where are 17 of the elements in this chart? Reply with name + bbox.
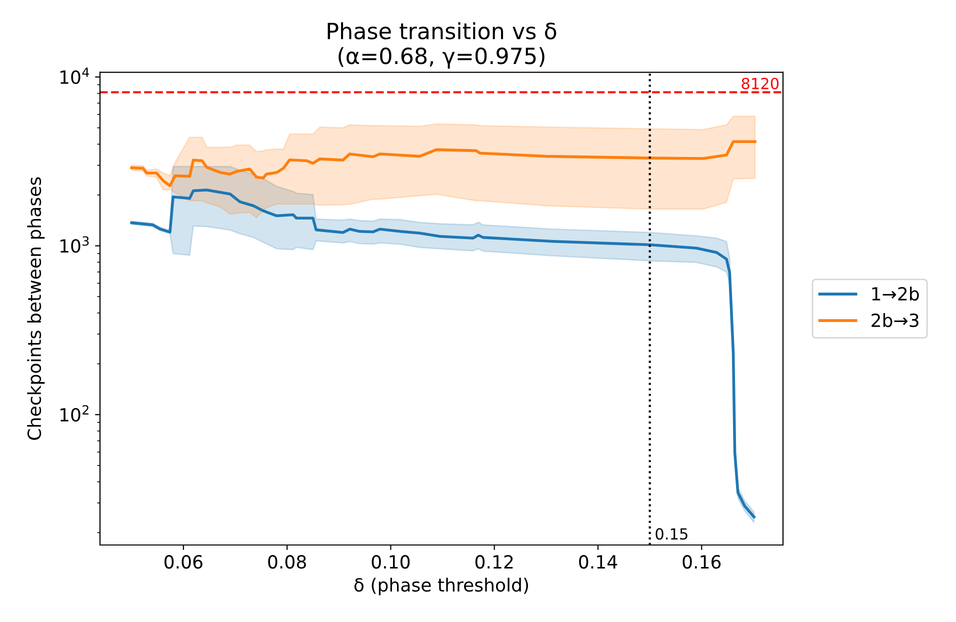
x-tick-label: 0.12 [475, 555, 513, 569]
x-tick-label: 0.14 [579, 555, 618, 569]
y-tick-label: 10$^{2}$ [60, 405, 88, 422]
chart-title: Phase transition vs δ (α=0.68, γ=0.975) [328, 22, 556, 69]
legend-label: 2b→3 [872, 313, 918, 328]
legend-label: 1→2b [872, 286, 919, 301]
x-tick-label: 0.06 [164, 555, 202, 569]
x-tick-label: 0.08 [268, 555, 306, 569]
line-series [130, 140, 756, 188]
x-tick-label: 0.16 [682, 555, 721, 569]
ref-line-label: 0.15 [656, 528, 688, 540]
ref-line-label: 8120 [742, 78, 779, 90]
y-tick-label: 10$^{4}$ [60, 68, 89, 84]
x-tick-label: 0.10 [372, 555, 410, 569]
y-axis-title: Checkpoints between phases [27, 177, 45, 440]
y-tick-label: 10$^{3}$ [60, 236, 89, 253]
x-axis-title: δ (phase threshold) [354, 578, 528, 596]
